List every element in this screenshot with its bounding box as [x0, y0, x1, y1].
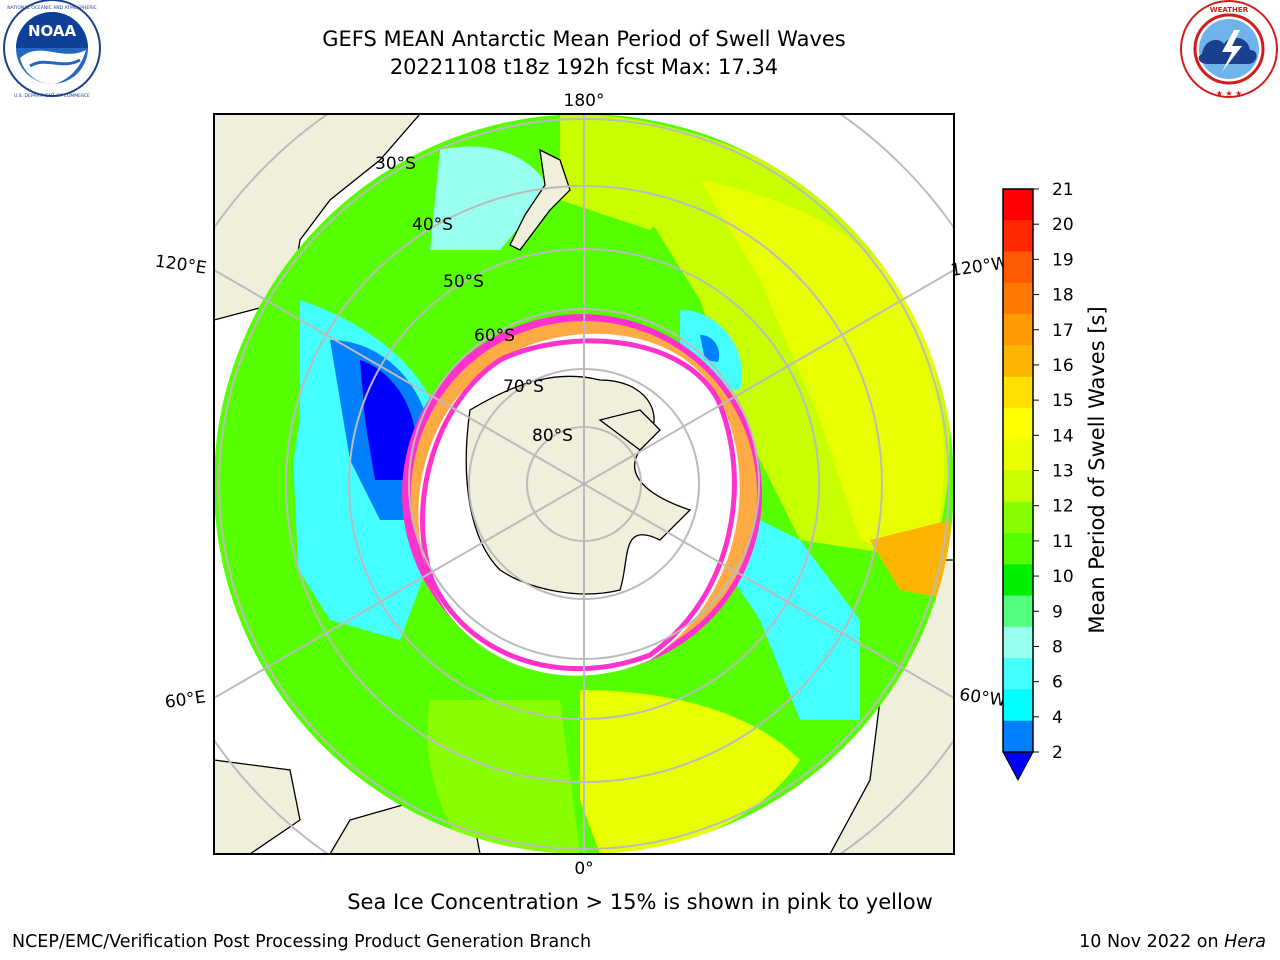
colorbar-swatch [1003, 282, 1033, 315]
colorbar-tick-label: 4 [1052, 708, 1063, 728]
map-subtitle: 20221108 t18z 192h fcst Max: 17.34 [389, 55, 779, 79]
footer-date: 10 Nov 2022 on Hera [1079, 932, 1266, 952]
colorbar-swatch [1003, 189, 1033, 221]
colorbar-label: Mean Period of Swell Waves [s] [1085, 306, 1109, 633]
colorbar-tick-label: 14 [1052, 426, 1074, 446]
colorbar-swatch [1003, 533, 1033, 565]
lat-label-60s: 60°S [474, 326, 515, 346]
colorbar-swatch [1003, 658, 1033, 690]
lat-label-70s: 70°S [503, 377, 544, 397]
noaa-logo-text: NOAA [28, 22, 77, 40]
colorbar-swatch [1003, 251, 1033, 284]
colorbar-swatch [1003, 376, 1033, 409]
lon-label-60w: 60°W [958, 685, 1007, 711]
colorbar-extend-triangle [1002, 751, 1034, 782]
map-area: 30°S 40°S 50°S 60°S 70°S 80°S [214, 114, 954, 854]
nws-logo: WEATHER ★ ★ ★ [1180, 0, 1278, 98]
lon-label-60e: 60°E [164, 687, 207, 712]
lat-label-40s: 40°S [412, 215, 453, 235]
colorbar-tick-label: 19 [1052, 250, 1074, 270]
colorbar-swatch [1003, 595, 1033, 628]
colorbar-ticks: 21 20 19 18 17 16 15 14 13 12 11 10 9 8 6 4 2 [1033, 180, 1074, 763]
map-title: GEFS MEAN Antarctic Mean Period of Swell… [322, 27, 846, 51]
svg-text:U.S. DEPARTMENT OF COMMERCE: U.S. DEPARTMENT OF COMMERCE [14, 93, 90, 99]
colorbar: 21 20 19 18 17 16 15 14 13 12 11 10 9 8 6 4 2 Mean Perio… [1002, 180, 1109, 782]
colorbar-swatch [1003, 220, 1033, 253]
colorbar-swatch [1003, 501, 1033, 534]
colorbar-swatch [1003, 439, 1033, 471]
colorbar-tick-label: 10 [1052, 567, 1074, 587]
colorbar-tick-label: 8 [1052, 637, 1063, 657]
lon-label-0: 0° [574, 859, 593, 879]
colorbar-tick-label: 15 [1052, 391, 1074, 411]
colorbar-tick-label: 12 [1052, 497, 1074, 517]
colorbar-swatch [1003, 689, 1033, 722]
footer-date-text: 10 Nov 2022 on [1079, 932, 1225, 952]
footer-credit: NCEP/EMC/Verification Post Processing Pr… [12, 932, 592, 952]
colorbar-tick-label: 9 [1052, 602, 1063, 622]
colorbar-swatch [1003, 470, 1033, 503]
colorbar-swatch [1003, 564, 1033, 597]
colorbar-tick-label: 6 [1052, 673, 1063, 693]
colorbar-tick-label: 18 [1052, 286, 1074, 306]
colorbar-swatches [1003, 189, 1033, 753]
svg-text:WEATHER: WEATHER [1210, 6, 1249, 14]
lon-label-180: 180° [564, 91, 605, 111]
graticule [214, 114, 954, 854]
colorbar-swatch [1003, 345, 1033, 378]
map-frame [213, 113, 955, 855]
lon-label-120e: 120°E [154, 252, 208, 279]
latitude-labels: 30°S 40°S 50°S 60°S 70°S 80°S [375, 154, 573, 446]
sea-ice-caption: Sea Ice Concentration > 15% is shown in … [347, 890, 933, 914]
colorbar-swatch [1003, 314, 1033, 346]
lat-label-30s: 30°S [375, 154, 416, 174]
lat-label-80s: 80°S [532, 426, 573, 446]
svg-text:NATIONAL OCEANIC AND ATMOSPHER: NATIONAL OCEANIC AND ATMOSPHERIC [7, 5, 97, 11]
colorbar-swatch [1003, 407, 1033, 440]
svg-text:★ ★ ★: ★ ★ ★ [1216, 89, 1243, 98]
colorbar-tick-label: 13 [1052, 462, 1074, 482]
colorbar-tick-label: 2 [1052, 743, 1063, 763]
colorbar-swatch [1003, 720, 1033, 753]
lat-label-50s: 50°S [443, 272, 484, 292]
lon-label-120w: 120°W [949, 253, 1009, 281]
noaa-logo: NOAA NATIONAL OCEANIC AND ATMOSPHERIC U.… [3, 0, 101, 99]
colorbar-swatch [1003, 626, 1033, 659]
colorbar-tick-label: 17 [1052, 321, 1074, 341]
colorbar-tick-label: 20 [1052, 215, 1074, 235]
colorbar-tick-label: 21 [1052, 180, 1074, 200]
footer-machine: Hera [1224, 932, 1266, 952]
colorbar-tick-label: 11 [1052, 532, 1074, 552]
colorbar-tick-label: 16 [1052, 356, 1074, 376]
